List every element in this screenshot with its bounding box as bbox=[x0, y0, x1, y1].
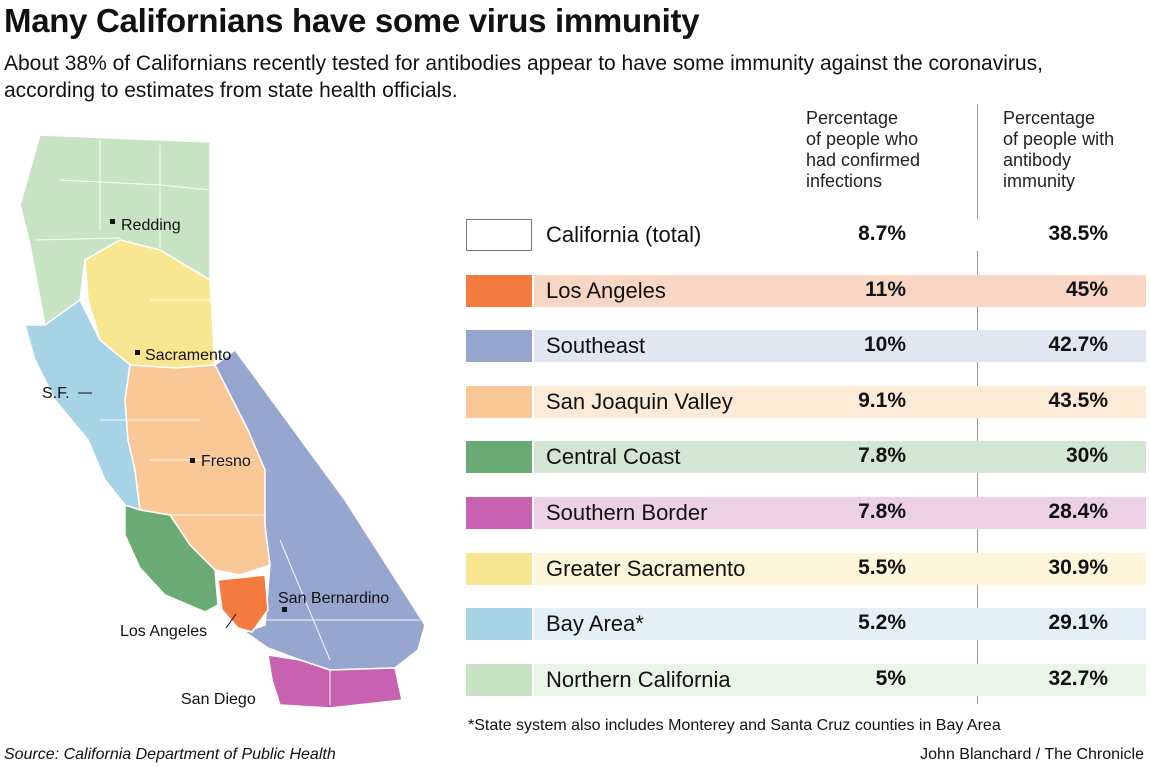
legend-swatch bbox=[466, 664, 532, 696]
credit-line: John Blanchard / The Chronicle bbox=[920, 746, 1144, 763]
city-marker-san-bernardino bbox=[282, 607, 287, 612]
region-name: Northern California bbox=[546, 667, 731, 692]
city-label-redding: Redding bbox=[121, 217, 181, 234]
antibody-value: 30.9% bbox=[1048, 556, 1108, 579]
region-southeast bbox=[214, 349, 426, 671]
region-name: Los Angeles bbox=[546, 278, 666, 303]
confirmed-value: 7.8% bbox=[858, 500, 906, 523]
antibody-value: 29.1% bbox=[1048, 611, 1108, 634]
confirmed-value: 9.1% bbox=[858, 389, 906, 412]
antibody-value: 28.4% bbox=[1048, 500, 1108, 523]
region-name: Central Coast bbox=[546, 444, 681, 469]
antibody-value: 42.7% bbox=[1048, 333, 1108, 356]
region-los-angeles bbox=[217, 574, 269, 633]
column-header-confirmed: Percentage of people who had confirmed i… bbox=[806, 108, 921, 191]
city-label-san-diego: San Diego bbox=[181, 691, 256, 708]
legend-swatch bbox=[466, 386, 532, 418]
la-leader-line bbox=[225, 613, 237, 629]
table-row: California (total) 8.7% 38.5% bbox=[466, 219, 1146, 251]
city-marker-redding bbox=[110, 219, 115, 224]
row-band bbox=[534, 608, 1146, 640]
footnote: *State system also includes Monterey and… bbox=[468, 717, 1001, 734]
legend-swatch bbox=[466, 553, 532, 585]
row-band bbox=[534, 553, 1146, 585]
table-row: San Joaquin Valley 9.1% 43.5% bbox=[466, 386, 1146, 418]
table-row: Los Angeles 11% 45% bbox=[466, 275, 1146, 307]
antibody-value: 38.5% bbox=[1048, 222, 1108, 245]
antibody-value: 43.5% bbox=[1048, 389, 1108, 412]
region-name: Southeast bbox=[546, 333, 646, 358]
table-row: Southern Border 7.8% 28.4% bbox=[466, 497, 1146, 529]
region-central-coast bbox=[124, 504, 219, 613]
source-note: Source: California Department of Public … bbox=[4, 746, 336, 763]
region-name: Bay Area* bbox=[546, 611, 644, 636]
city-label-fresno: Fresno bbox=[201, 453, 251, 470]
antibody-value: 32.7% bbox=[1048, 667, 1108, 690]
legend-swatch bbox=[466, 441, 532, 473]
confirmed-value: 10% bbox=[863, 333, 906, 356]
column-header-antibody: Percentage of people with antibody immun… bbox=[1003, 108, 1115, 191]
legend-swatch bbox=[466, 497, 532, 529]
table-row: Greater Sacramento 5.5% 30.9% bbox=[466, 553, 1146, 585]
table-row: Bay Area* 5.2% 29.1% bbox=[466, 608, 1146, 640]
antibody-value: 45% bbox=[1065, 278, 1108, 301]
table-row: Southeast 10% 42.7% bbox=[466, 330, 1146, 362]
chart-subtitle: About 38% of Californians recently teste… bbox=[4, 52, 1043, 102]
legend-swatch bbox=[466, 219, 532, 251]
confirmed-value: 5% bbox=[875, 667, 906, 690]
row-band bbox=[534, 386, 1146, 418]
region-name: California (total) bbox=[546, 222, 702, 247]
confirmed-value: 5.5% bbox=[858, 556, 906, 579]
row-band bbox=[534, 664, 1146, 696]
legend-swatch bbox=[466, 330, 532, 362]
chart-title: Many Californians have some virus immuni… bbox=[4, 2, 700, 39]
city-label-san-bernardino: San Bernardino bbox=[278, 590, 389, 607]
confirmed-value: 7.8% bbox=[858, 444, 906, 467]
row-band bbox=[534, 275, 1146, 307]
california-region-map: Redding Sacramento S.F. Fresno San Berna… bbox=[19, 134, 426, 709]
region-southern-border bbox=[267, 654, 403, 709]
row-band bbox=[534, 497, 1146, 529]
city-label-sf: S.F. bbox=[42, 385, 70, 402]
city-label-sacramento: Sacramento bbox=[145, 347, 231, 364]
legend-swatch bbox=[466, 275, 532, 307]
antibody-value: 30% bbox=[1065, 444, 1108, 467]
city-marker-fresno bbox=[190, 458, 195, 463]
confirmed-value: 5.2% bbox=[858, 611, 906, 634]
row-band bbox=[534, 441, 1146, 473]
row-band bbox=[534, 219, 1146, 251]
city-marker-sacramento bbox=[135, 350, 140, 355]
region-name: San Joaquin Valley bbox=[546, 389, 733, 414]
confirmed-value: 8.7% bbox=[858, 222, 906, 245]
city-label-los-angeles: Los Angeles bbox=[120, 623, 207, 640]
legend-swatch bbox=[466, 608, 532, 640]
region-name: Greater Sacramento bbox=[546, 556, 746, 581]
row-band bbox=[534, 330, 1146, 362]
table-row: Northern California 5% 32.7% bbox=[466, 664, 1146, 696]
table-row: Central Coast 7.8% 30% bbox=[466, 441, 1146, 473]
region-name: Southern Border bbox=[546, 500, 708, 525]
confirmed-value: 11% bbox=[865, 278, 906, 301]
